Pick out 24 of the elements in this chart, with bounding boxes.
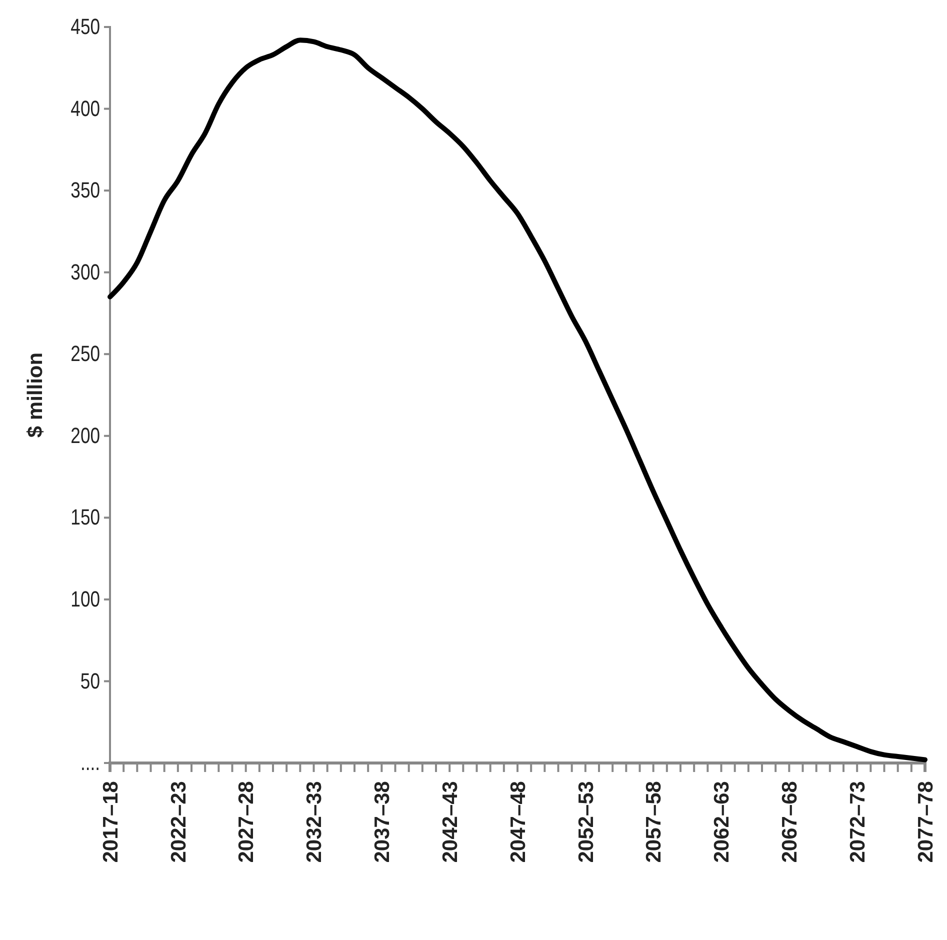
x-tick-label: 2047–48 (506, 780, 530, 863)
y-axis-title: $ million (24, 352, 47, 438)
x-tick-label: 2067–68 (778, 780, 802, 863)
x-tick-label: 2072–73 (846, 781, 870, 863)
x-tick-label: 2052–53 (574, 781, 598, 863)
x-tick-label: 2022–23 (167, 781, 190, 863)
y-tick-label: 100 (70, 588, 100, 612)
y-tick-label: 350 (70, 178, 100, 204)
y-tick-label: 250 (70, 342, 100, 367)
y-tick-label: 50 (80, 669, 100, 694)
y-tick-label: 200 (70, 424, 100, 448)
x-tick-label: 2032–33 (303, 781, 326, 863)
y-tick-label: 150 (70, 506, 100, 530)
x-tick-label: 2062–63 (710, 781, 734, 863)
y-tick-label: 300 (70, 260, 100, 285)
y-tick-label: 450 (70, 15, 100, 40)
x-tick-label: 2027–28 (235, 780, 258, 863)
x-tick-label: 2077–78 (914, 780, 938, 863)
x-tick-label: 2042–43 (438, 781, 462, 863)
y-tick-label: .... (80, 751, 100, 776)
x-tick-label: 2017–18 (99, 780, 122, 863)
x-tick-label: 2057–58 (642, 780, 666, 863)
y-tick-label: 400 (70, 97, 100, 122)
x-tick-label: 2037–38 (371, 780, 394, 863)
